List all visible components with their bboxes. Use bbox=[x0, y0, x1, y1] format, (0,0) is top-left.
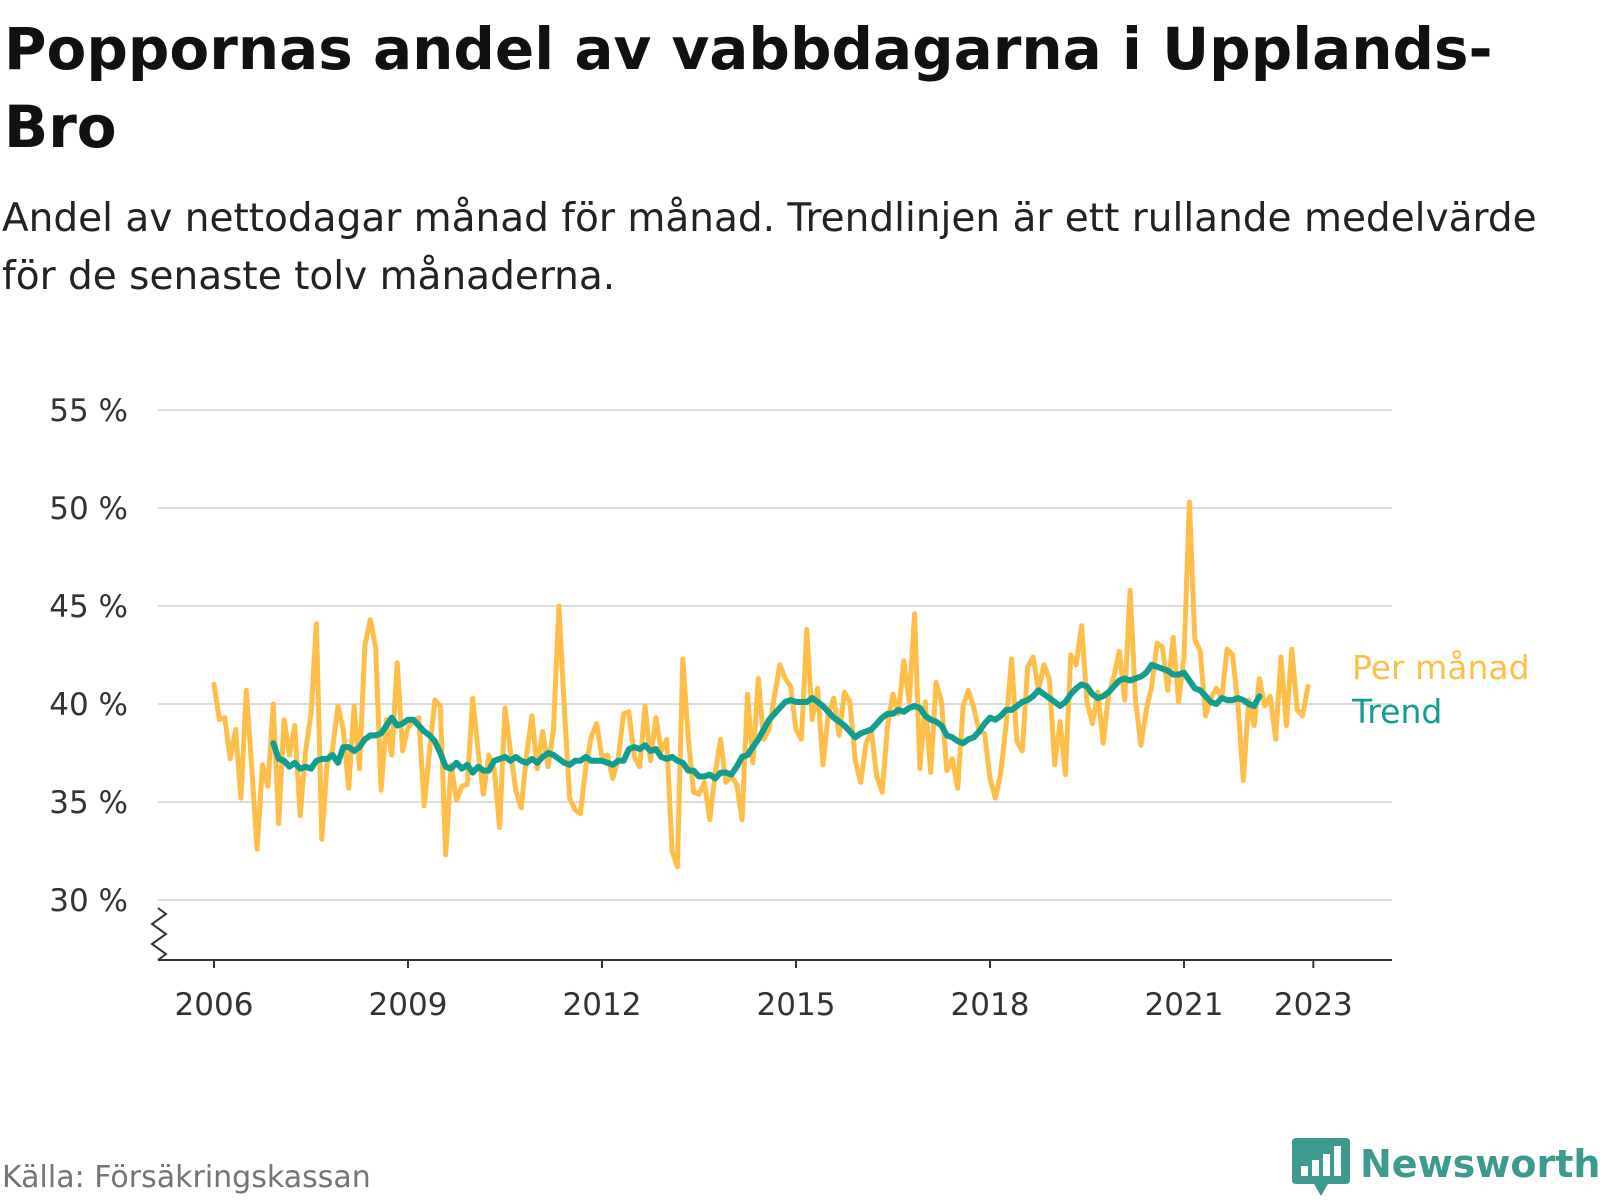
chart-subtitle: Andel av nettodagar månad för månad. Tre… bbox=[2, 196, 1537, 299]
series-label-monthly: Per månad bbox=[1352, 648, 1530, 687]
x-tick-label: 2018 bbox=[951, 987, 1030, 1023]
bar-chart-speech-bubble-icon bbox=[1292, 1138, 1350, 1196]
line-chart: 30 % 35 % 40 % 45 % 50 % 55 % 2006 2009 2012 201… bbox=[49, 393, 1530, 1023]
y-tick-label: 50 % bbox=[49, 491, 128, 527]
x-tick-label: 2021 bbox=[1145, 987, 1224, 1023]
brand-logo[interactable]: Newsworthy bbox=[1292, 1138, 1600, 1198]
chart-title: Poppornas andel av vabbdagarna i Uppland… bbox=[4, 15, 1493, 161]
series-line-trend bbox=[270, 661, 1263, 782]
brand-name: Newsworthy bbox=[1360, 1142, 1600, 1186]
y-tick-label: 55 % bbox=[49, 393, 128, 429]
series-lines bbox=[211, 499, 1311, 870]
x-tick-label: 2015 bbox=[757, 987, 836, 1023]
x-tick-label: 2009 bbox=[369, 987, 448, 1023]
y-axis-ticks: 30 % 35 % 40 % 45 % 50 % 55 % bbox=[49, 393, 128, 919]
x-tick-label: 2012 bbox=[563, 987, 642, 1023]
series-label-trend: Trend bbox=[1351, 692, 1442, 731]
grid-lines bbox=[158, 409, 1392, 901]
x-tick-label: 2006 bbox=[175, 987, 254, 1023]
x-axis-ticks: 2006 2009 2012 2015 2018 2021 2023 bbox=[175, 960, 1353, 1023]
y-axis-break-icon bbox=[150, 907, 168, 961]
source-note: Källa: Försäkringskassan bbox=[2, 1160, 371, 1195]
y-tick-label: 30 % bbox=[49, 883, 128, 919]
series-line-monthly bbox=[211, 499, 1311, 870]
x-tick-label: 2023 bbox=[1274, 987, 1353, 1023]
y-tick-label: 45 % bbox=[49, 589, 128, 625]
y-tick-label: 40 % bbox=[49, 687, 128, 723]
y-tick-label: 35 % bbox=[49, 785, 128, 821]
